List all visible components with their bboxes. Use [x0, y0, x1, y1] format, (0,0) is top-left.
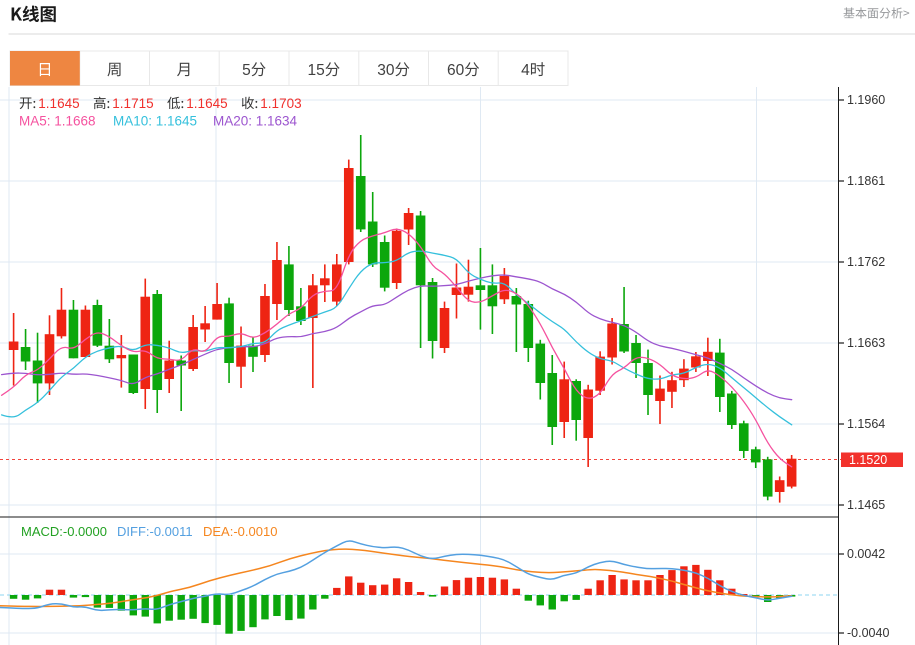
svg-text:1.1960: 1.1960 — [847, 93, 885, 107]
svg-text:MA20: 1.1634: MA20: 1.1634 — [213, 114, 298, 129]
svg-text:1.1465: 1.1465 — [847, 498, 885, 512]
svg-text:1.1715: 1.1715 — [112, 96, 153, 111]
svg-text:0: 0 — [386, 62, 395, 79]
svg-text:4: 4 — [521, 62, 530, 79]
svg-text:5: 5 — [316, 62, 325, 79]
svg-text:0: 0 — [456, 62, 465, 79]
svg-text:1: 1 — [308, 62, 317, 79]
svg-text:0.0042: 0.0042 — [847, 547, 885, 561]
svg-text:DEA:-0.0010: DEA:-0.0010 — [203, 524, 277, 539]
svg-text:1.1703: 1.1703 — [260, 96, 301, 111]
svg-text:1.1861: 1.1861 — [847, 174, 885, 188]
svg-text:1.1645: 1.1645 — [186, 96, 227, 111]
svg-text:1.1520: 1.1520 — [849, 453, 887, 467]
svg-text:MA10: 1.1645: MA10: 1.1645 — [113, 114, 197, 129]
svg-text:1.1663: 1.1663 — [847, 336, 885, 350]
svg-text:-0.0040: -0.0040 — [847, 626, 889, 640]
svg-text:3: 3 — [377, 62, 386, 79]
svg-text:MACD:-0.0000: MACD:-0.0000 — [21, 524, 107, 539]
svg-text:1.1762: 1.1762 — [847, 255, 885, 269]
svg-text:1.1564: 1.1564 — [847, 417, 885, 431]
svg-text:6: 6 — [447, 62, 456, 79]
svg-text:DIFF:-0.0011: DIFF:-0.0011 — [117, 524, 193, 539]
svg-text:1.1645: 1.1645 — [38, 96, 79, 111]
svg-text:MA5: 1.1668: MA5: 1.1668 — [19, 114, 96, 129]
svg-text:5: 5 — [242, 62, 251, 79]
